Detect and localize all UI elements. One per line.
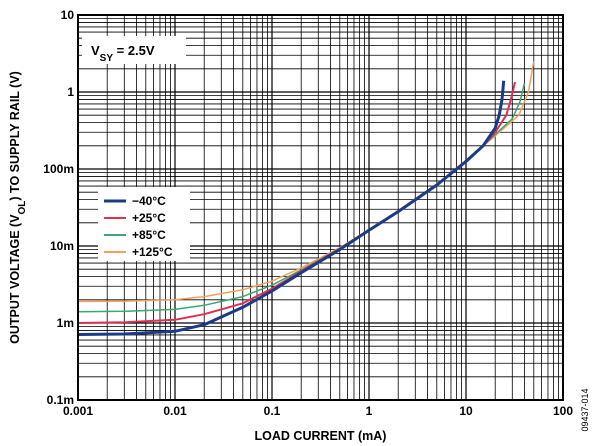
- series-line: [77, 80, 506, 336]
- x-tick-label: 10: [459, 404, 473, 418]
- legend: −40°C +25°C +85°C +125°C: [98, 187, 190, 261]
- y-tick-label: 1m: [57, 316, 74, 330]
- x-tick-label: 0.01: [163, 404, 187, 418]
- y-tick-label: 10m: [50, 239, 74, 253]
- x-tick-label: 100: [553, 404, 573, 418]
- legend-label: +85°C: [132, 228, 166, 242]
- series-lines: [77, 61, 535, 336]
- x-tick-label: 1: [366, 404, 373, 418]
- figure-id: 09437-014: [580, 388, 590, 431]
- x-axis-label: LOAD CURRENT (mA): [255, 429, 387, 443]
- y-axis-label: OUTPUT VOLTAGE (VOL) TO SUPPLY RAIL (V): [8, 71, 28, 344]
- x-tick-label: 0.1: [264, 404, 281, 418]
- legend-label: +125°C: [132, 245, 173, 259]
- plot-frame: [77, 14, 564, 401]
- annotation-text: VSY = 2.5V: [91, 43, 155, 64]
- tick-labels: 0.001 0.01 0.1 1 10 100 10 1 100m 10m 1m 0.1m: [43, 8, 573, 418]
- legend-label: +25°C: [132, 211, 166, 225]
- y-tick-label: 100m: [43, 162, 74, 176]
- y-tick-label: 0.1m: [47, 393, 74, 407]
- annotation: VSY = 2.5V: [82, 36, 186, 64]
- legend-label: −40°C: [132, 194, 166, 208]
- y-tick-label: 1: [67, 85, 74, 99]
- y-tick-label: 10: [61, 8, 75, 22]
- x-tick-label: 0.001: [63, 404, 93, 418]
